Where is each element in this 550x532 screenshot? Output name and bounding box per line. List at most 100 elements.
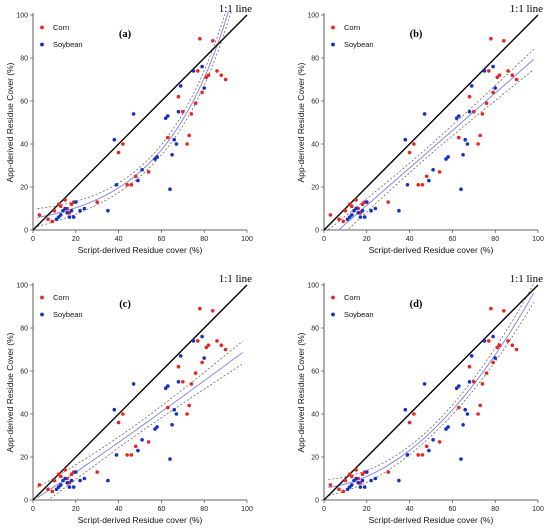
data-point-corn	[46, 487, 50, 492]
data-point-corn	[59, 204, 63, 209]
data-point-corn	[343, 208, 348, 213]
x-tick-label: 80	[200, 506, 208, 513]
data-point-corn	[341, 489, 346, 494]
data-point-corn	[215, 69, 219, 73]
x-tick-label: 100	[241, 506, 253, 513]
data-point-soybean	[191, 69, 196, 73]
data-point-soybean	[200, 64, 204, 69]
data-point-corn	[59, 474, 63, 479]
data-point-corn	[514, 77, 519, 82]
data-point-corn	[146, 170, 151, 174]
data-point-soybean	[59, 213, 63, 217]
data-point-corn	[219, 73, 224, 77]
panel-label: (c)	[119, 299, 131, 310]
data-point-soybean	[360, 478, 365, 483]
upper-confidence-band	[328, 283, 535, 480]
x-tick-label: 60	[158, 236, 166, 243]
data-point-corn	[506, 339, 510, 343]
legend-label-corn: Corn	[344, 293, 360, 302]
data-point-corn	[489, 306, 493, 311]
data-point-corn	[166, 405, 170, 410]
data-point-corn	[476, 412, 480, 416]
y-tick-label: 40	[311, 412, 319, 419]
data-point-soybean	[131, 382, 136, 386]
x-axis-label: Script-derived Residue cover (%)	[78, 245, 203, 255]
data-point-soybean	[65, 481, 69, 485]
identity-line-label: 1:1 line	[510, 273, 543, 285]
data-point-corn	[200, 360, 204, 365]
data-point-corn	[420, 183, 425, 187]
data-point-soybean	[427, 178, 431, 183]
data-point-corn	[181, 109, 185, 114]
x-axis-label: Script-derived Residue cover (%)	[78, 515, 203, 525]
data-point-corn	[63, 198, 67, 202]
data-point-corn	[457, 135, 461, 140]
data-point-corn	[467, 94, 472, 99]
y-tick-label: 80	[20, 56, 28, 63]
legend-marker-soybean	[331, 42, 335, 47]
y-tick-label: 40	[20, 412, 28, 419]
data-point-corn	[337, 217, 341, 222]
data-point-corn	[420, 453, 425, 457]
lower-confidence-band	[47, 363, 243, 500]
data-point-corn	[424, 174, 429, 179]
fitted-curve	[37, 12, 229, 218]
data-point-corn	[146, 440, 151, 444]
data-point-corn	[37, 213, 42, 217]
data-point-corn	[480, 382, 485, 386]
y-tick-label: 40	[20, 142, 28, 149]
x-tick-label: 20	[363, 236, 371, 243]
data-point-corn	[502, 39, 506, 43]
legend-marker-corn	[40, 295, 44, 300]
identity-line	[32, 14, 248, 231]
data-point-soybean	[482, 339, 487, 343]
data-point-corn	[476, 142, 480, 146]
data-point-corn	[219, 343, 224, 348]
data-point-corn	[121, 142, 125, 146]
x-tick-label: 80	[491, 236, 499, 243]
data-point-corn	[514, 347, 519, 352]
x-tick-label: 0	[31, 236, 35, 243]
data-point-soybean	[67, 215, 72, 219]
data-point-soybean	[350, 483, 354, 487]
data-point-corn	[129, 183, 134, 187]
data-point-corn	[412, 142, 416, 146]
data-point-corn	[416, 183, 421, 187]
data-point-corn	[457, 405, 461, 410]
data-point-soybean	[422, 382, 427, 386]
fitted-curve	[37, 352, 243, 498]
data-point-soybean	[493, 86, 498, 90]
data-point-soybean	[106, 478, 110, 483]
data-point-corn	[187, 403, 191, 408]
data-point-corn	[487, 69, 491, 73]
x-tick-label: 60	[449, 506, 457, 513]
legend-label-corn: Corn	[53, 293, 69, 302]
data-point-soybean	[71, 215, 76, 219]
identity-line	[32, 284, 248, 501]
data-point-corn	[506, 69, 510, 73]
data-point-corn	[472, 380, 476, 384]
data-point-corn	[211, 309, 215, 313]
data-point-soybean	[112, 137, 117, 142]
data-point-corn	[484, 371, 489, 375]
data-point-corn	[211, 39, 215, 43]
data-point-soybean	[469, 84, 474, 88]
chart-panel: 0 20 40 60 80 100 0 20 40 60 80 100 Script-derived R…	[296, 3, 544, 255]
data-point-corn	[121, 412, 125, 416]
fitted-curve	[328, 292, 535, 488]
data-point-corn	[491, 360, 495, 365]
data-point-corn	[193, 101, 198, 105]
data-point-soybean	[106, 208, 110, 213]
data-point-soybean	[168, 187, 172, 191]
x-tick-label: 80	[491, 506, 499, 513]
data-point-soybean	[459, 187, 463, 191]
data-point-corn	[343, 478, 348, 483]
y-tick-label: 0	[315, 498, 319, 505]
data-point-corn	[350, 474, 354, 479]
x-tick-label: 100	[532, 506, 544, 513]
data-point-soybean	[74, 200, 78, 204]
data-point-corn	[50, 489, 55, 494]
chart-panel: 0 20 40 60 80 100 0 20 40 60 80 100 Script-derived R…	[5, 3, 253, 255]
data-point-corn	[187, 133, 191, 138]
